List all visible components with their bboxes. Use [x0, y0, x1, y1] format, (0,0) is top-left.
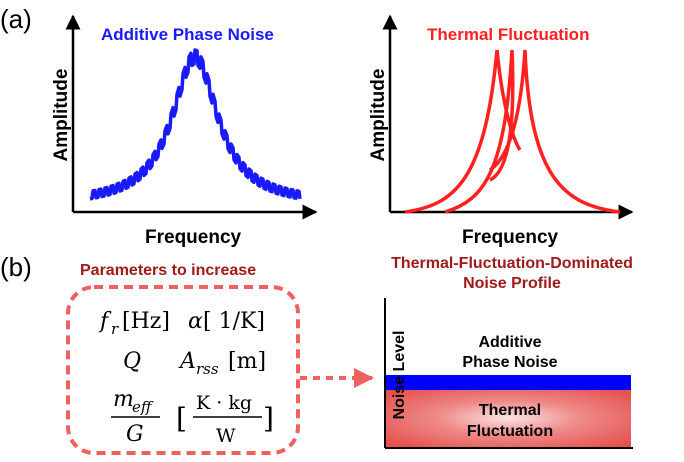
right-y-label: Amplitude	[368, 69, 389, 162]
profile-title-line2: Noise Profile	[463, 275, 561, 292]
left-plot-title: Additive Phase Noise	[101, 25, 274, 44]
thermal-label-line2: Fluctuation	[467, 423, 553, 440]
thermal-fluctuation-block	[386, 389, 631, 447]
thermal-fluctuation-plot: Thermal Fluctuation Frequency Amplitude	[368, 14, 634, 248]
additive-phase-noise-plot: Additive Phase Noise Frequency Amplitude	[51, 14, 318, 248]
right-x-label: Frequency	[462, 227, 559, 248]
profile-title-line1: Thermal-Fluctuation-Dominated	[391, 255, 633, 272]
meff-symbol: m	[113, 387, 134, 412]
fr-symbol: f	[98, 309, 112, 334]
unit-bracket-open: [	[176, 402, 187, 435]
meff-subscript: eff	[132, 398, 154, 416]
parameters-group: Parameters to increase f r [Hz] α [ 1/K]…	[66, 262, 300, 455]
right-plot-title: Thermal Fluctuation	[427, 25, 589, 44]
unit-bracket-close: ]	[263, 402, 274, 435]
g-symbol: G	[126, 422, 144, 447]
fr-subscript: r	[111, 320, 119, 338]
params-title: Parameters to increase	[80, 262, 256, 279]
alpha-symbol: α	[188, 309, 203, 334]
unit-numerator: K · kg	[196, 392, 252, 414]
additive-label-line1: Additive	[478, 334, 541, 351]
noisy-resonance-curve	[89, 48, 302, 201]
left-y-label: Amplitude	[51, 69, 72, 162]
fr-unit: [Hz]	[122, 309, 170, 334]
params-dashed-box	[66, 285, 300, 455]
thermal-label-line1: Thermal	[479, 402, 541, 419]
alpha-unit: [ 1/K]	[203, 309, 265, 334]
arss-symbol: A	[178, 349, 196, 374]
arss-subscript: rss	[196, 360, 219, 378]
unit-denominator: W	[216, 425, 236, 447]
arss-unit: [m]	[228, 349, 266, 374]
panel-b-label: (b)	[0, 252, 32, 282]
panel-a-label: (a)	[0, 4, 32, 34]
q-symbol: Q	[123, 349, 141, 374]
additive-label-line2: Phase Noise	[462, 354, 557, 371]
left-x-label: Frequency	[145, 227, 242, 248]
noise-profile-plot: Thermal-Fluctuation-Dominated Noise Prof…	[384, 255, 633, 449]
profile-y-label: Noise Level	[391, 331, 408, 420]
additive-phase-noise-bar	[386, 375, 631, 390]
thermal-curve-3	[488, 49, 621, 214]
